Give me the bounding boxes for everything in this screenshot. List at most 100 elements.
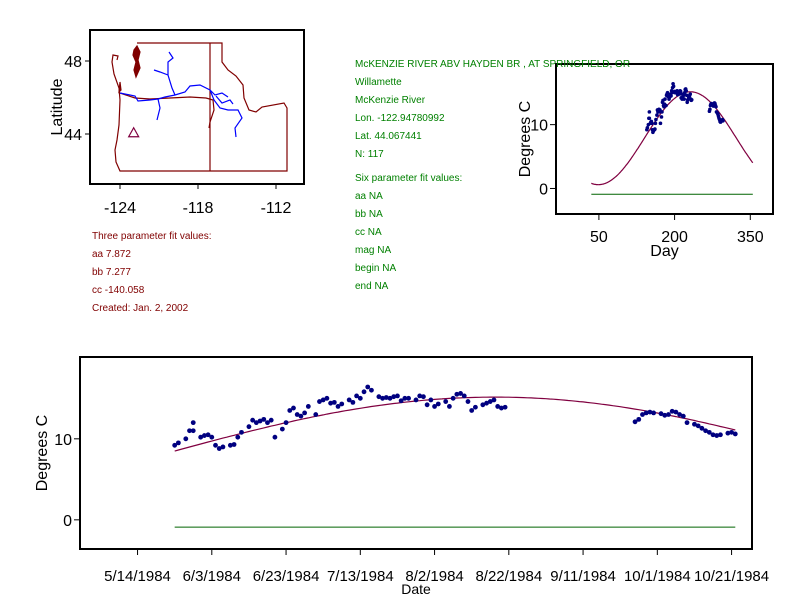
data-point [718,432,723,438]
data-point [365,384,371,390]
data-point [357,395,363,401]
data-point [703,428,708,434]
station-n: N: 117 [355,149,384,160]
data-point [708,107,712,112]
rivers [119,51,243,138]
data-point [406,395,411,401]
data-point [655,113,659,117]
data-point [689,97,694,102]
data-point [725,430,731,436]
data-point [465,399,471,404]
data-point [706,429,712,435]
data-point [350,399,356,405]
data-point [231,442,237,447]
data-point [653,121,658,126]
data-point [684,420,690,426]
data-point [447,404,452,409]
data-point [235,434,241,440]
data-point [227,442,233,448]
data-point [450,395,456,401]
three-param-block: Three parameter fit values: aa 7.872 bb … [92,228,212,318]
map-axis-ticks: -124 -118 -112 48 44 [64,54,291,217]
x-axis-label: Day [650,243,678,260]
fit-curve [174,396,736,452]
data-point [487,399,493,404]
data-point [495,404,501,409]
data-point [331,399,337,405]
data-point [640,412,645,417]
data-point [172,442,178,448]
data-point [710,432,716,438]
xtick-label: 10/1/1984 [624,568,691,585]
date-plot-frame [79,356,753,550]
data-point [283,420,289,426]
data-point [669,408,675,414]
data-point [660,110,664,114]
data-point [268,417,274,423]
data-point [239,429,244,435]
xtick-label: 7/13/1984 [327,568,394,585]
xtick-label: 5/14/1984 [104,568,171,585]
data-point [324,395,330,401]
six-param-bb: bb NA [355,209,383,220]
data-point [287,408,293,413]
ytick-label: 10 [54,432,72,449]
data-point [671,84,676,89]
data-point [369,387,374,393]
three-param-bb: bb 7.277 [92,267,131,278]
data-point [205,432,211,438]
data-point [320,397,326,403]
data-point [294,412,300,417]
xtick-label: 9/11/1984 [550,568,616,585]
date-plot: 5/14/1984 6/3/1984 6/23/1984 7/13/1984 8/2/1… [34,356,769,597]
data-point [651,410,657,416]
data-point [413,397,419,403]
data-point [658,121,663,126]
three-param-aa: aa 7.872 [92,249,131,260]
ytick-label: 10 [530,118,548,135]
data-point [680,413,686,419]
data-point [458,391,463,396]
data-point [647,110,652,114]
data-point [643,410,649,416]
data-point [664,103,668,108]
data-point [632,419,638,425]
data-point [669,94,673,98]
data-point [695,423,701,429]
data-point [257,418,263,424]
data-point [209,434,215,440]
data-point [659,115,664,119]
data-point [317,399,322,404]
data-point [250,417,256,423]
data-point [376,394,382,400]
data-point [647,116,652,121]
data-point [663,97,667,101]
data-point [435,401,441,407]
created-date: Created: Jan. 2, 2002 [92,303,189,314]
six-param-end: end NA [355,281,389,292]
data-point [253,420,259,426]
data-point [380,395,385,401]
xtick-label: 350 [737,229,764,246]
map-ytick-label: 44 [64,127,82,144]
map-xtick-label: -118 [183,200,214,217]
data-point [272,434,278,440]
data-point [677,412,683,417]
y-axis-label: Degrees C [34,415,51,491]
data-point [291,405,296,411]
data-point [387,395,393,401]
data-point [684,89,688,93]
six-param-begin: begin NA [355,263,397,274]
data-point [498,405,504,411]
station-block: McKENZIE RIVER ABV HAYDEN BR , AT SPRING… [355,56,630,296]
data-point [461,393,467,399]
station-lat: Lat. 44.067441 [355,131,422,142]
data-point [665,90,670,95]
map-ytick-label: 48 [64,54,82,71]
data-point [469,408,475,413]
data-point [662,412,668,418]
y-axis-label: Degrees C [517,101,534,177]
data-point [480,402,486,408]
data-point [647,409,653,415]
